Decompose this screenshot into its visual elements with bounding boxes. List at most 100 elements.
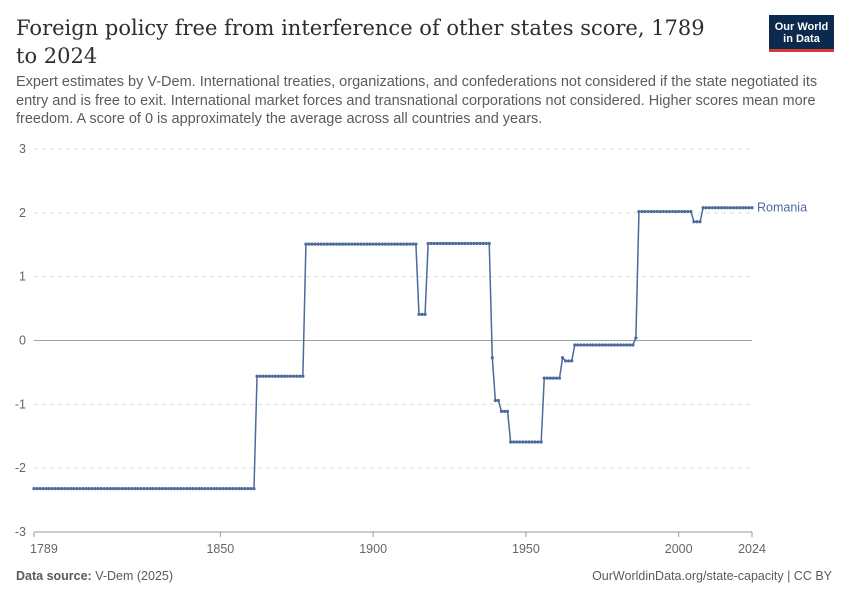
data-point (322, 242, 326, 246)
data-point (340, 242, 345, 246)
data-point (209, 486, 213, 491)
grid-lines (34, 148, 752, 469)
data-point (292, 374, 296, 378)
data-point (50, 486, 54, 491)
data-point (496, 398, 501, 403)
series-layer (32, 206, 754, 491)
data-point (353, 242, 357, 246)
data-point (212, 486, 216, 491)
data-point (392, 242, 397, 246)
data-point (130, 486, 134, 491)
data-point (597, 343, 601, 347)
data-point (62, 486, 67, 491)
data-point (328, 242, 332, 246)
data-point (47, 486, 51, 491)
data-point (261, 374, 265, 378)
data-point (640, 209, 644, 214)
data-point (463, 241, 467, 246)
data-point (634, 336, 638, 340)
data-point (154, 486, 158, 491)
data-point (59, 486, 64, 491)
data-point (316, 242, 320, 246)
data-point (594, 343, 598, 347)
chart-subtitle: Expert estimates by V-Dem. International… (16, 74, 818, 127)
data-point (380, 242, 384, 246)
data-point (652, 209, 656, 214)
data-point (725, 206, 730, 210)
data-point (658, 209, 662, 214)
data-point (447, 241, 452, 246)
data-point (56, 486, 61, 491)
data-point (469, 241, 473, 246)
data-point (612, 343, 617, 347)
axes: -3 -2 -1 0 1 2 3 1789 1850 1900 1950 2000 2024 (15, 142, 766, 556)
data-point (670, 209, 675, 214)
x-tick-label: 1900 (359, 542, 387, 556)
data-point (481, 241, 485, 246)
series-labels: Romania (757, 201, 807, 215)
data-point (683, 209, 687, 214)
data-point (371, 242, 375, 246)
data-point (127, 486, 131, 491)
data-point (564, 359, 568, 363)
data-point (466, 241, 470, 246)
data-point (738, 206, 742, 210)
data-point (429, 241, 433, 246)
data-point (744, 206, 748, 210)
credit-link[interactable]: OurWorldinData.org/state-capacity | CC B… (592, 569, 832, 583)
data-point (356, 242, 360, 246)
logo-line-1: Our World (774, 21, 829, 33)
data-point (548, 376, 552, 380)
data-point (169, 486, 174, 491)
x-tick-label: 1950 (512, 542, 540, 556)
data-point (194, 486, 198, 491)
data-point (606, 343, 611, 347)
data-point (567, 359, 571, 363)
data-point (707, 206, 711, 210)
data-point (631, 343, 635, 347)
series-label-romania: Romania (757, 201, 807, 215)
data-point (408, 242, 412, 246)
data-point (713, 206, 717, 210)
x-tick-label: 1850 (206, 542, 234, 556)
data-point (680, 209, 684, 214)
data-point (282, 374, 287, 378)
data-point (255, 374, 259, 378)
data-point (667, 209, 672, 214)
data-point (234, 486, 238, 491)
data-point (142, 486, 146, 491)
data-point (374, 242, 378, 246)
data-point (270, 374, 274, 378)
data-point (249, 486, 253, 491)
data-point (570, 359, 574, 363)
data-point (75, 486, 79, 491)
data-point (160, 486, 164, 491)
data-point (38, 486, 42, 491)
data-point (301, 374, 305, 378)
data-point (200, 486, 204, 491)
x-tick-label: 2024 (738, 542, 766, 556)
data-point (377, 242, 381, 246)
y-tick-label: 1 (19, 270, 26, 284)
data-point (114, 486, 119, 491)
data-point (176, 486, 180, 491)
data-point (582, 343, 586, 347)
data-point (276, 374, 281, 378)
data-point (84, 486, 88, 491)
data-point (221, 486, 226, 491)
owid-logo[interactable]: Our World in Data (769, 15, 834, 52)
data-point (203, 486, 207, 491)
data-point (576, 343, 580, 347)
data-point (383, 242, 387, 246)
data-point (478, 241, 482, 246)
data-point (243, 486, 247, 491)
data-source-value[interactable]: V-Dem (2025) (95, 569, 174, 583)
data-point (460, 241, 464, 246)
data-point (231, 486, 235, 491)
data-point (729, 206, 733, 210)
data-point (166, 486, 171, 491)
data-point (41, 486, 45, 491)
data-point (499, 409, 504, 413)
data-point (386, 242, 391, 246)
logo-line-2: in Data (783, 33, 820, 45)
